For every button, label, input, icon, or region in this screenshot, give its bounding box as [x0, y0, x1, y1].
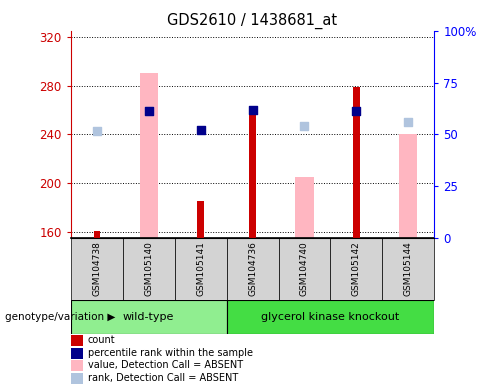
Bar [94, 231, 100, 238]
Text: wild-type: wild-type [123, 312, 174, 322]
Bar [330, 238, 383, 300]
Point [93, 127, 101, 134]
Bar [140, 73, 158, 238]
Text: glycerol kinase knockout: glycerol kinase knockout [261, 312, 400, 322]
Text: GSM104738: GSM104738 [92, 242, 101, 296]
Bar [122, 238, 175, 300]
Bar [71, 335, 83, 346]
Bar [249, 109, 256, 238]
Text: rank, Detection Call = ABSENT: rank, Detection Call = ABSENT [88, 373, 238, 383]
Text: GSM104740: GSM104740 [300, 242, 309, 296]
Point [352, 108, 360, 114]
Bar [399, 134, 417, 238]
Point [145, 108, 153, 114]
Bar [226, 300, 434, 334]
Title: GDS2610 / 1438681_at: GDS2610 / 1438681_at [167, 13, 338, 29]
Bar [71, 238, 122, 300]
Bar [71, 360, 83, 371]
Text: GSM105141: GSM105141 [196, 242, 205, 296]
Text: value, Detection Call = ABSENT: value, Detection Call = ABSENT [88, 360, 243, 370]
Point [197, 126, 204, 132]
Point [248, 107, 257, 113]
Bar [279, 238, 330, 300]
Text: GSM105142: GSM105142 [352, 242, 361, 296]
Text: percentile rank within the sample: percentile rank within the sample [88, 348, 253, 358]
Point [301, 123, 308, 129]
Bar [383, 238, 434, 300]
Bar [295, 177, 314, 238]
Text: GSM104736: GSM104736 [248, 242, 257, 296]
Text: GSM105140: GSM105140 [144, 242, 153, 296]
Text: genotype/variation ▶: genotype/variation ▶ [5, 312, 115, 322]
Bar [198, 202, 203, 238]
Bar [226, 238, 279, 300]
Point [145, 108, 153, 114]
Text: count: count [88, 335, 116, 345]
Bar [71, 373, 83, 384]
Bar [353, 87, 360, 238]
Bar [175, 238, 226, 300]
Text: GSM105144: GSM105144 [404, 242, 413, 296]
Bar [71, 348, 83, 359]
Point [405, 119, 412, 125]
Bar [71, 300, 226, 334]
